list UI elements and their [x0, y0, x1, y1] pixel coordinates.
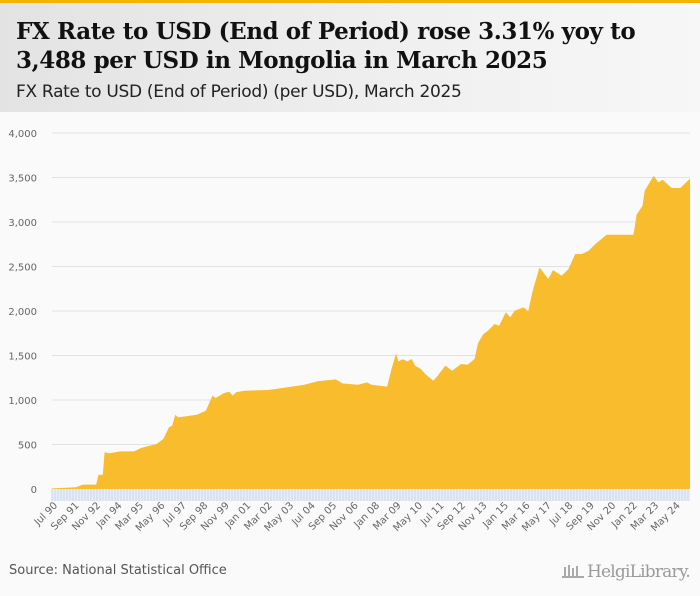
y-tick-label: 1,000 [8, 396, 37, 407]
y-tick-label: 3,000 [8, 218, 37, 229]
area-chart: 05001,0001,5002,0002,5003,0003,5004,000 … [8, 129, 690, 534]
chart-title: FX Rate to USD (End of Period) rose 3.31… [16, 18, 636, 74]
chart-header: FX Rate to USD (End of Period) rose 3.31… [0, 3, 700, 112]
y-tick-label: 2,500 [8, 263, 37, 274]
logo-text: HelgiLibrary. [587, 562, 691, 582]
library-logo-icon [562, 565, 584, 578]
series-area [52, 175, 690, 489]
source-note: Source: National Statistical Office [9, 563, 227, 578]
y-tick-label: 1,500 [8, 352, 37, 363]
y-tick-label: 3,500 [8, 174, 37, 185]
y-axis-labels: 0 500 1,000 1,500 2,000 2,500 3,000 3,500 4,000 [8, 129, 37, 496]
y-tick-label: 500 [18, 441, 37, 452]
x-axis-band [51, 489, 690, 501]
y-tick-label: 0 [31, 485, 37, 496]
y-tick-label: 4,000 [8, 129, 37, 140]
chart-subtitle: FX Rate to USD (End of Period) (per USD)… [16, 82, 462, 102]
helgi-library-logo[interactable]: HelgiLibrary. [562, 562, 691, 582]
accent-bar [0, 0, 700, 3]
y-tick-label: 2,000 [8, 307, 37, 318]
